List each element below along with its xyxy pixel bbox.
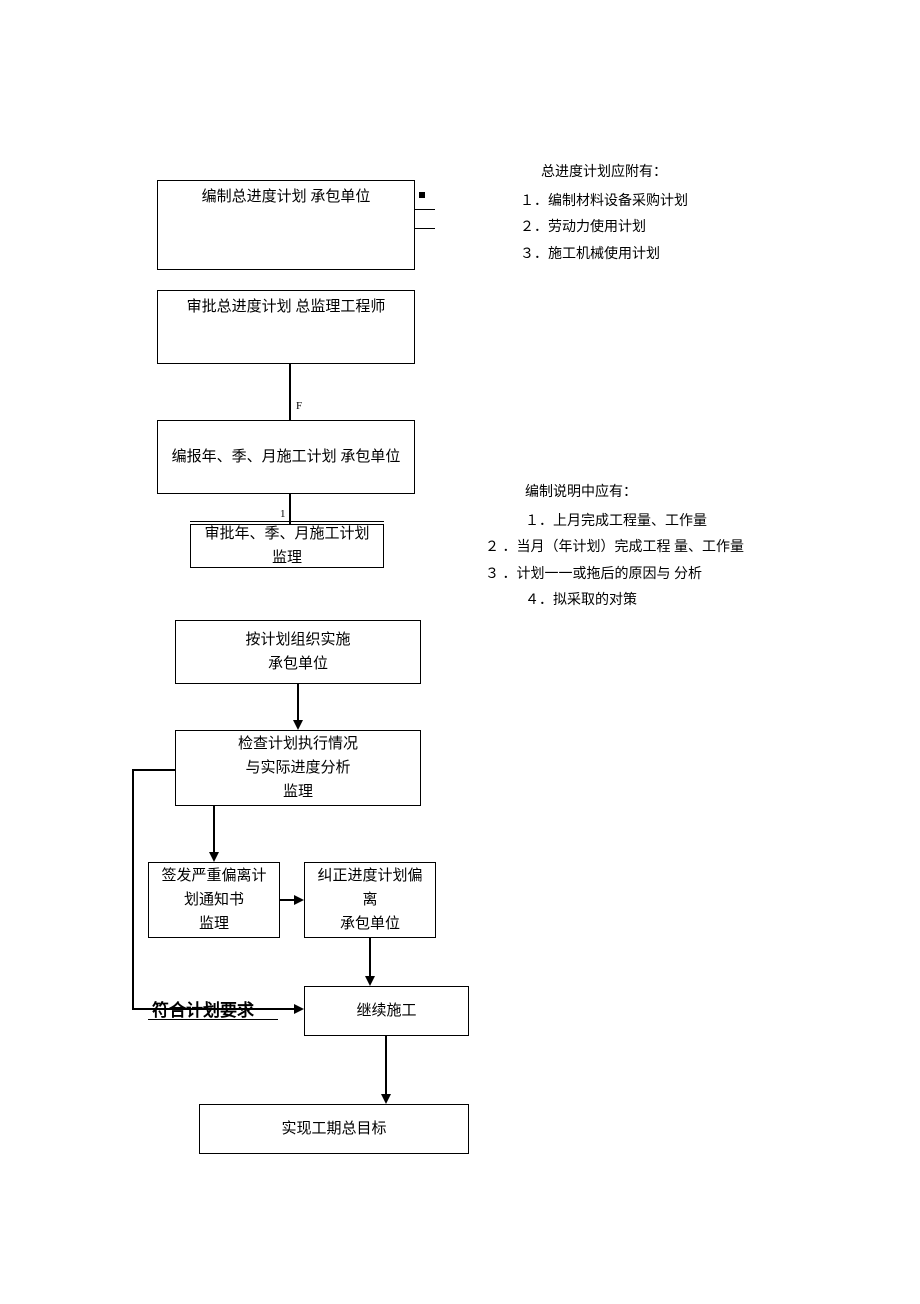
node-text: 审批年、季、月施工计划 bbox=[204, 522, 369, 546]
node-compile-master-plan: 编制总进度计划 承包单位 bbox=[157, 180, 415, 270]
side-note-1-item: １．编制材料设备采购计划 bbox=[520, 189, 688, 216]
node-text: 编制总进度计划 承包单位 bbox=[202, 185, 371, 209]
node-text: 编报年、季、月施工计划 承包单位 bbox=[172, 445, 401, 469]
arrow-n8-n9 bbox=[365, 976, 375, 986]
side-note-2-title: 编制说明中应有： bbox=[475, 480, 775, 507]
side-note-2: 编制说明中应有： １．上月完成工程量、工作量 ２ ．当月（年计划）完成工程 量、… bbox=[475, 480, 775, 615]
side-note-2-item: ３ ．计划一一或拖后的原因与 分析 bbox=[475, 562, 775, 589]
node-text: 承包单位 bbox=[340, 912, 400, 936]
node-correct-deviation: 纠正进度计划偏 离 承包单位 bbox=[304, 862, 436, 938]
node-text: 监理 bbox=[199, 912, 229, 936]
node-text: 离 bbox=[362, 888, 377, 912]
edge-n2-n3 bbox=[289, 364, 291, 420]
side-note-1-item: ２．劳动力使用计划 bbox=[520, 215, 688, 242]
node-text: 划通知书 bbox=[184, 888, 244, 912]
node-text: 监理 bbox=[283, 780, 313, 804]
edge-n8-n9 bbox=[369, 938, 371, 978]
arrow-n9-n10 bbox=[381, 1094, 391, 1104]
marker-square bbox=[419, 192, 425, 198]
node-achieve-goal: 实现工期总目标 bbox=[199, 1104, 469, 1154]
arrow-n5-n6 bbox=[293, 720, 303, 730]
underline-conform bbox=[148, 1019, 278, 1020]
node-continue-construction: 继续施工 bbox=[304, 986, 469, 1036]
edge-n5-n6 bbox=[297, 684, 299, 722]
node-text: 签发严重偏离计 bbox=[161, 864, 266, 888]
side-note-1-title: 总进度计划应附有： bbox=[520, 160, 688, 187]
loop-left-out bbox=[132, 769, 175, 771]
node-text: 继续施工 bbox=[356, 999, 416, 1023]
node-check-progress: 检查计划执行情况 与实际进度分析 监理 bbox=[175, 730, 421, 806]
node-text: 按计划组织实施 bbox=[245, 628, 350, 652]
node-text: 监理 bbox=[272, 546, 302, 570]
label-conform: 符合计划要求 bbox=[152, 996, 254, 1021]
node-text: 承包单位 bbox=[268, 652, 328, 676]
node-text: 与实际进度分析 bbox=[245, 756, 350, 780]
edge-n6-n7 bbox=[213, 806, 215, 854]
label-1: 1 bbox=[280, 508, 286, 520]
connector-stub-1 bbox=[415, 209, 435, 210]
edge-n9-n10 bbox=[385, 1036, 387, 1096]
side-note-2-item: ４．拟采取的对策 bbox=[475, 588, 775, 615]
edge-n3-n4 bbox=[289, 494, 291, 524]
arrow-loop-to-n9 bbox=[294, 1004, 304, 1014]
loop-left-down bbox=[132, 769, 134, 1010]
connector-stub-2 bbox=[415, 228, 435, 229]
node-approve-master-plan: 审批总进度计划 总监理工程师 bbox=[157, 290, 415, 364]
label-f: F bbox=[296, 400, 302, 412]
side-note-1-item: ３．施工机械使用计划 bbox=[520, 242, 688, 269]
node-submit-periodic-plan: 编报年、季、月施工计划 承包单位 bbox=[157, 420, 415, 494]
node-text: 纠正进度计划偏 bbox=[317, 864, 422, 888]
side-note-2-item: ２ ．当月（年计划）完成工程 量、工作量 bbox=[475, 535, 775, 562]
arrow-n6-n7 bbox=[209, 852, 219, 862]
node-text: 审批总进度计划 总监理工程师 bbox=[187, 295, 386, 319]
node-implement-plan: 按计划组织实施 承包单位 bbox=[175, 620, 421, 684]
arrow-n7-n8 bbox=[294, 895, 304, 905]
node-text: 实现工期总目标 bbox=[281, 1117, 386, 1141]
node-text: 检查计划执行情况 bbox=[238, 732, 358, 756]
node-issue-deviation-notice: 签发严重偏离计 划通知书 监理 bbox=[148, 862, 280, 938]
side-note-2-item: １．上月完成工程量、工作量 bbox=[475, 509, 775, 536]
node-approve-periodic-plan: 审批年、季、月施工计划 监理 bbox=[190, 524, 384, 568]
side-note-1: 总进度计划应附有： １．编制材料设备采购计划 ２．劳动力使用计划 ３．施工机械使… bbox=[520, 160, 688, 268]
